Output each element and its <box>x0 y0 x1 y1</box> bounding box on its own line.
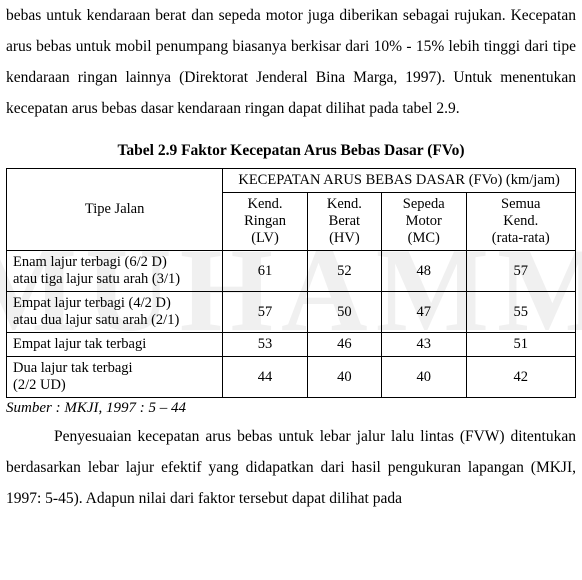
cell-lv: 57 <box>223 292 308 333</box>
row-label-line1: Enam lajur terbagi (6/2 D) <box>13 254 167 270</box>
paragraph-top: bebas untuk kendaraan berat dan sepeda m… <box>6 0 576 124</box>
cell-hv: 52 <box>307 251 381 292</box>
table-row: Empat lajur terbagi (4/2 D) atau dua laj… <box>7 292 576 333</box>
row-label: Empat lajur terbagi (4/2 D) atau dua laj… <box>7 292 223 333</box>
row-label: Enam lajur terbagi (6/2 D) atau tiga laj… <box>7 251 223 292</box>
table-caption: Tabel 2.9 Faktor Kecepatan Arus Bebas Da… <box>6 142 576 160</box>
sub-header-lv: Kend. Ringan (LV) <box>223 193 308 251</box>
row-label-line1: Dua lajur tak terbagi <box>13 360 133 376</box>
col-header-group: KECEPATAN ARUS BEBAS DASAR (FVo) (km/jam… <box>223 169 576 193</box>
cell-mc: 43 <box>381 333 466 357</box>
sub-header-lv-line2: Ringan <box>244 213 286 229</box>
row-label-line1: Empat lajur terbagi (4/2 D) <box>13 295 171 311</box>
cell-hv: 40 <box>307 357 381 398</box>
cell-all: 55 <box>466 292 575 333</box>
page-content: bebas untuk kendaraan berat dan sepeda m… <box>0 0 582 514</box>
row-label-line2: atau dua lajur satu arah (2/1) <box>13 312 179 328</box>
cell-all: 51 <box>466 333 575 357</box>
cell-hv: 46 <box>307 333 381 357</box>
cell-all: 57 <box>466 251 575 292</box>
row-label: Dua lajur tak terbagi (2/2 UD) <box>7 357 223 398</box>
cell-lv: 53 <box>223 333 308 357</box>
fvo-table: Tipe Jalan KECEPATAN ARUS BEBAS DASAR (F… <box>6 168 576 398</box>
cell-mc: 47 <box>381 292 466 333</box>
cell-all: 42 <box>466 357 575 398</box>
sub-header-mc-line2: Motor <box>406 213 442 229</box>
row-label-line2: atau tiga lajur satu arah (3/1) <box>13 271 180 287</box>
table-row: Empat lajur tak terbagi 53 46 43 51 <box>7 333 576 357</box>
table-source: Sumber : MKJI, 1997 : 5 – 44 <box>6 400 576 417</box>
cell-lv: 44 <box>223 357 308 398</box>
paragraph-bottom: Penyesuaian kecepatan arus bebas untuk l… <box>6 421 576 514</box>
row-label-line1: Empat lajur tak terbagi <box>13 336 146 352</box>
sub-header-lv-line3: (LV) <box>251 230 279 246</box>
col-header-tipe-jalan: Tipe Jalan <box>7 169 223 251</box>
table-row: Enam lajur terbagi (6/2 D) atau tiga laj… <box>7 251 576 292</box>
row-label: Empat lajur tak terbagi <box>7 333 223 357</box>
table-header-row-1: Tipe Jalan KECEPATAN ARUS BEBAS DASAR (F… <box>7 169 576 193</box>
table-body: Enam lajur terbagi (6/2 D) atau tiga laj… <box>7 251 576 398</box>
sub-header-all-line1: Semua <box>501 196 540 212</box>
table-row: Dua lajur tak terbagi (2/2 UD) 44 40 40 … <box>7 357 576 398</box>
sub-header-mc-line3: (MC) <box>408 230 440 246</box>
sub-header-hv: Kend. Berat (HV) <box>307 193 381 251</box>
sub-header-all-line2: Kend. <box>503 213 538 229</box>
sub-header-mc: Sepeda Motor (MC) <box>381 193 466 251</box>
cell-mc: 40 <box>381 357 466 398</box>
sub-header-hv-line2: Berat <box>329 213 360 229</box>
cell-hv: 50 <box>307 292 381 333</box>
sub-header-all: Semua Kend. (rata-rata) <box>466 193 575 251</box>
sub-header-all-line3: (rata-rata) <box>492 230 550 246</box>
row-label-line2: (2/2 UD) <box>13 377 66 393</box>
sub-header-hv-line3: (HV) <box>329 230 360 246</box>
sub-header-mc-line1: Sepeda <box>403 196 445 212</box>
cell-lv: 61 <box>223 251 308 292</box>
sub-header-hv-line1: Kend. <box>327 196 362 212</box>
sub-header-lv-line1: Kend. <box>248 196 283 212</box>
cell-mc: 48 <box>381 251 466 292</box>
